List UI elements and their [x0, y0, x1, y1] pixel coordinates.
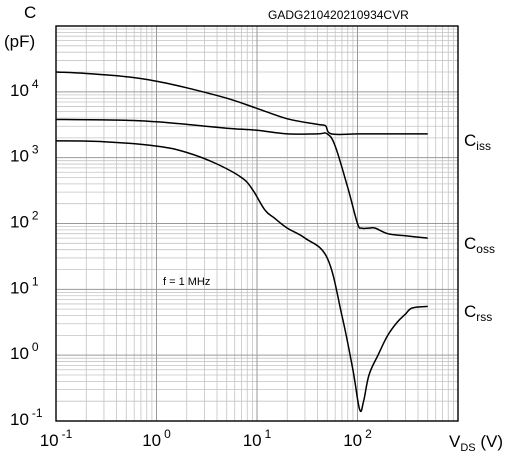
x-tick-exponent: 1: [265, 427, 272, 441]
x-tick-base: 10: [142, 431, 161, 450]
x-tick-label: 10 0: [142, 427, 171, 450]
y-tick-exponent: 3: [32, 143, 39, 157]
series-label-rss: Crss: [464, 302, 492, 324]
series-label-iss: Ciss: [464, 131, 491, 153]
x-axis-symbol: V: [449, 432, 461, 451]
annotation-frequency: f = 1 MHz: [163, 276, 210, 288]
x-axis-title: VDS (V): [449, 432, 503, 454]
chart-code: GADG210420210934CVR: [268, 8, 409, 22]
y-tick-base: 10: [10, 410, 29, 429]
x-tick-label: 10 1: [243, 427, 272, 450]
y-tick-exponent: 4: [32, 77, 39, 91]
series-label-subscript: oss: [476, 242, 495, 256]
x-tick-labels: 10 -1 10 0 10 1 10 2: [40, 427, 372, 450]
y-tick-label: 10 2: [10, 209, 39, 232]
y-tick-label: 10 3: [10, 143, 39, 166]
series-label-subscript: iss: [476, 139, 491, 153]
series-label-symbol: C: [464, 131, 476, 150]
x-axis-unit: (V): [480, 432, 503, 451]
x-tick-label: 10 2: [343, 427, 372, 450]
y-tick-label: 10 4: [10, 77, 39, 100]
y-axis-symbol: C: [24, 3, 36, 22]
series-label-subscript: rss: [476, 310, 492, 324]
y-tick-exponent: 1: [32, 274, 39, 288]
y-tick-exponent: 2: [32, 209, 39, 223]
series-layer: [55, 71, 428, 413]
x-tick-exponent: 2: [365, 427, 372, 441]
y-tick-base: 10: [10, 81, 29, 100]
series-label-symbol: C: [464, 302, 476, 321]
x-tick-base: 10: [243, 431, 262, 450]
y-tick-label: 10 1: [10, 274, 39, 297]
major-gridlines: [56, 26, 458, 421]
x-tick-base: 10: [343, 431, 362, 450]
series-oss-line: [55, 118, 428, 239]
series-label-oss: Coss: [464, 234, 495, 256]
series-rss-line: [55, 140, 428, 413]
y-axis-unit: (pF): [4, 32, 35, 51]
y-tick-label: 10 -1: [10, 406, 43, 429]
x-tick-base: 10: [40, 431, 59, 450]
y-tick-base: 10: [10, 344, 29, 363]
x-axis-subscript: DS: [460, 442, 475, 454]
x-tick-label: 10 -1: [40, 427, 73, 450]
plot-frame: [55, 25, 459, 422]
y-tick-label: 10 0: [10, 340, 39, 363]
y-tick-exponent: -1: [32, 406, 43, 420]
y-tick-base: 10: [10, 278, 29, 297]
series-iss-line: [55, 71, 428, 136]
x-tick-exponent: -1: [62, 427, 73, 441]
y-tick-base: 10: [10, 213, 29, 232]
x-tick-exponent: 0: [164, 427, 171, 441]
y-tick-base: 10: [10, 147, 29, 166]
series-label-symbol: C: [464, 234, 476, 253]
y-tick-exponent: 0: [32, 340, 39, 354]
